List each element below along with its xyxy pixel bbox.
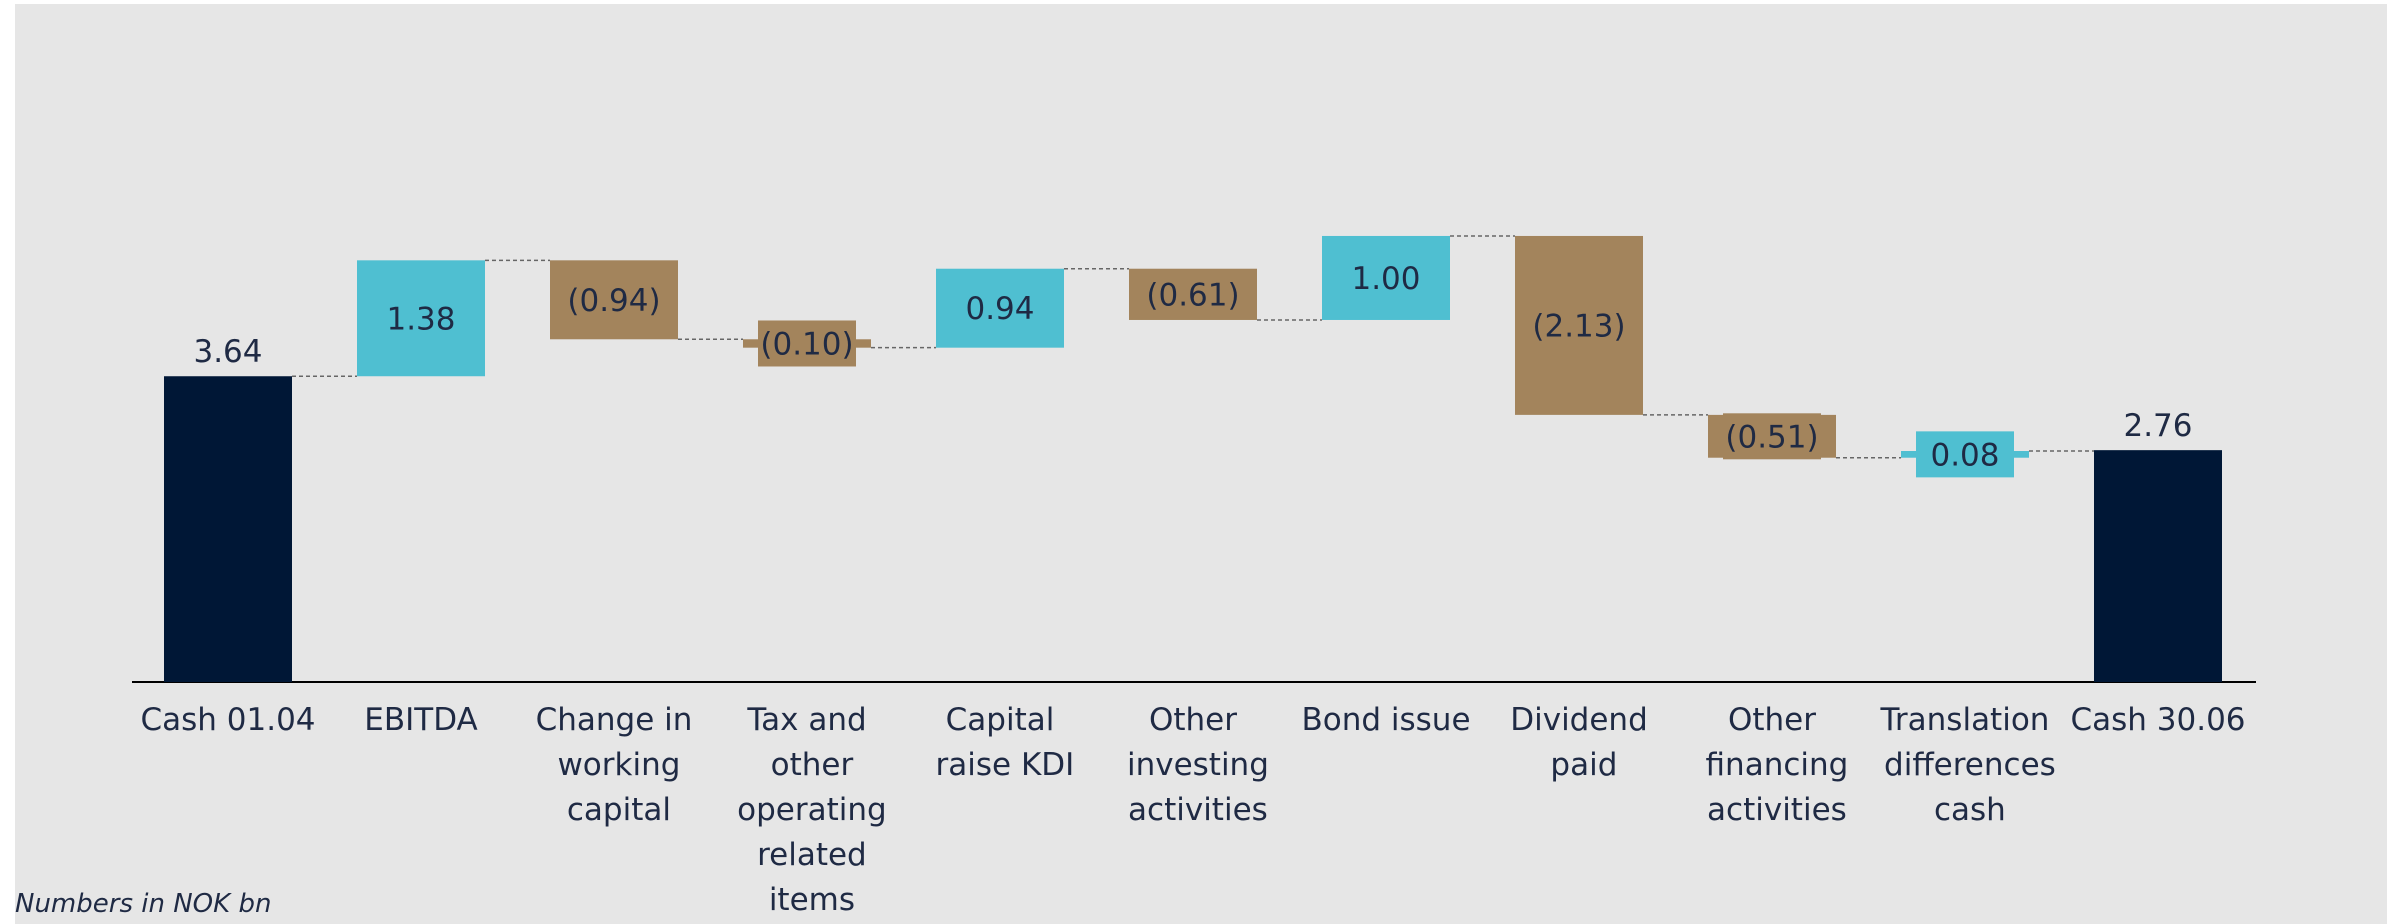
x-tick-label: Capital raise KDI — [926, 702, 1075, 783]
value-label: 0.94 — [965, 291, 1034, 327]
value-label: 1.38 — [386, 301, 455, 337]
value-label: (0.61) — [1146, 277, 1239, 313]
x-tick-label: Change in working capital — [536, 702, 693, 828]
bar — [2094, 450, 2222, 682]
value-label: (0.10) — [760, 326, 853, 362]
x-tick-label: Other investing activities — [1117, 702, 1269, 828]
x-tick-label: Dividend paid — [1510, 702, 1648, 783]
chart-background — [15, 4, 2387, 924]
x-tick-label: Cash 30.06 — [2070, 702, 2245, 738]
x-tick-label: EBITDA — [364, 702, 477, 738]
value-label: (0.94) — [567, 283, 660, 319]
value-label: 3.64 — [193, 334, 262, 370]
x-tick-label: Cash 01.04 — [140, 702, 315, 738]
bar — [550, 260, 678, 340]
bar — [1322, 235, 1450, 320]
bar — [1515, 235, 1643, 415]
bar — [936, 268, 1064, 348]
value-label: 0.08 — [1930, 437, 1999, 473]
value-label: (0.51) — [1725, 419, 1818, 455]
value-label: (2.13) — [1532, 308, 1625, 344]
value-label: 1.00 — [1351, 261, 1420, 297]
bar — [164, 376, 292, 682]
label-box — [1723, 413, 1821, 460]
x-tick-label: Translation differences cash — [1874, 702, 2056, 828]
bar — [357, 260, 485, 377]
label-box — [758, 320, 856, 367]
footnote: Numbers in NOK bn — [15, 889, 271, 919]
x-tick-label: Bond issue — [1301, 702, 1470, 738]
value-label: 2.76 — [2123, 408, 2192, 444]
bar — [1129, 268, 1257, 320]
label-box — [1916, 431, 2014, 478]
x-tick-label: Tax and other operating related items — [727, 702, 886, 918]
x-tick-label: Other financing activities — [1696, 702, 1849, 828]
